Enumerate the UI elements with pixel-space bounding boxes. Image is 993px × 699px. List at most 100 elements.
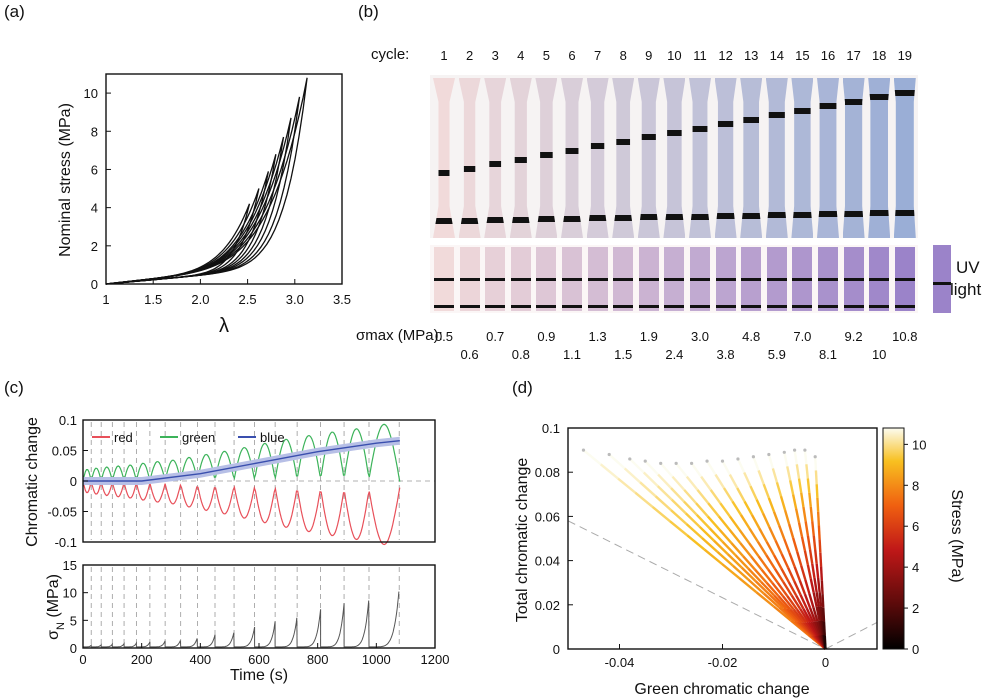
fan-ray-segment (748, 527, 759, 543)
fan-ray-segment (789, 608, 803, 624)
cycle-number: 8 (619, 48, 627, 63)
specimen-strip-uv (818, 247, 838, 311)
fan-ray-segment (779, 495, 787, 511)
cycle-number: 17 (846, 48, 861, 63)
sigma-value: 2.4 (665, 347, 684, 362)
fan-ray-segment (783, 452, 789, 467)
fan-ray-segment (816, 511, 821, 526)
fan-ray-segment (812, 606, 819, 622)
series-red-line (82, 480, 401, 546)
fan-ray-segment (690, 462, 703, 478)
panel-a-xtick-label: 2.5 (239, 292, 257, 307)
fan-ray-segment (783, 538, 791, 554)
cycle-number: 3 (491, 48, 499, 63)
specimen-strip-uv (510, 247, 531, 311)
panel-c-xlabel: Time (s) (230, 667, 288, 684)
fan-ray-segment (778, 606, 796, 623)
fan-ray-segment (728, 515, 741, 531)
fan-ray-segment (816, 620, 823, 636)
fan-ray-segment (786, 466, 792, 481)
fan-ray-segment (758, 527, 768, 543)
panel-d-ytick-label: 0.04 (535, 554, 560, 569)
fan-ray-segment (793, 449, 798, 465)
fan-ray-segment (757, 470, 765, 485)
fan-ray-segment (750, 514, 761, 529)
fan-endpoint (736, 457, 740, 461)
fan-ray-segment (608, 453, 626, 470)
fan-ray-segment (728, 528, 742, 544)
cycle-number: 1 (440, 48, 448, 63)
fan-ray-segment (695, 513, 711, 530)
fan-ray-segment (821, 594, 825, 608)
sigma-value: 5.9 (767, 347, 786, 362)
panel-a-chart: 1 1.5 2.0 2.5 3.0 3.5 0 2 4 6 8 10 λ Nominal stress… (57, 73, 351, 337)
fan-ray-segment (617, 477, 637, 494)
specimen-strip (842, 78, 865, 238)
panel-c-top-ytick-label: -0.1 (55, 535, 77, 550)
fan-ray-segment (772, 511, 781, 526)
fan-ray-segment (656, 485, 673, 501)
fan-ray-segment (738, 577, 758, 594)
fan-ray-segment (808, 607, 817, 622)
fan-ray-segment (806, 564, 812, 579)
fan-endpoint (690, 461, 694, 465)
fan-ray-segment (685, 475, 699, 491)
specimen-strip-uv (459, 247, 480, 311)
stress-series-line (83, 591, 400, 648)
panel-c-top-frame (82, 419, 436, 543)
fan-ray-segment (806, 478, 811, 493)
panel-c-bottom-ytick-label: 5 (70, 613, 77, 628)
specimen-strip-uv (638, 247, 659, 311)
panel-c-top-ytick-label: 0 (70, 474, 77, 489)
cycle-number: 6 (568, 48, 576, 63)
colorbar-label: Stress (MPa) (948, 489, 965, 582)
legend-label-green: green (182, 430, 215, 445)
light-label: light (950, 280, 982, 299)
panel-c-bottom-ylabel: σN (MPa) (45, 574, 67, 640)
fan-ray-segment (814, 549, 818, 564)
specimen-strip-uv (741, 247, 762, 311)
fan-ray-segment (794, 508, 801, 523)
panel-a-cycle-curve (105, 203, 251, 285)
fan-ray-segment (814, 456, 818, 471)
sigma-value: 3.0 (690, 329, 710, 344)
fan-ray-segment (670, 498, 687, 515)
fan-ray-segment (781, 595, 795, 610)
fan-ray-segment (803, 593, 812, 609)
specimen-strip-uv (843, 247, 864, 311)
cycle-number: 10 (667, 48, 682, 63)
panel-a-ytick-label: 0 (91, 277, 98, 292)
specimen-strip (535, 78, 558, 238)
fan-ray-segment (684, 512, 701, 528)
fan-ray-segment (757, 555, 770, 571)
fan-endpoint (674, 461, 678, 465)
panel-c-xtick-label: 400 (189, 652, 211, 667)
sigma-value: 1.5 (614, 347, 633, 362)
fan-ray-segment (736, 458, 746, 474)
fan-ray-segment (634, 491, 654, 508)
specimen-strip (433, 78, 455, 238)
fan-ray-segment (765, 554, 776, 570)
fan-ray-segment (728, 473, 739, 489)
cycle-number: 19 (897, 48, 913, 63)
fan-ray-segment (800, 536, 807, 551)
specimen-strip (586, 78, 609, 238)
fan-ray-segment (804, 579, 811, 594)
fan-endpoint (581, 448, 586, 452)
fan-ray-segment (654, 495, 672, 511)
fan-ray-segment (718, 528, 733, 544)
specimen-strip (509, 78, 532, 238)
specimen-strip (663, 78, 686, 238)
fan-ray-segment (734, 554, 750, 570)
fan-ray-segment (795, 594, 805, 610)
panel-d-chart: -0.04 -0.02 00.10.080.060.040.020 1086420 … (514, 421, 965, 698)
specimen-strip-uv (894, 247, 915, 311)
fan-endpoint (659, 461, 663, 465)
fan-ray-segment (696, 489, 710, 504)
fan-ray-segment (797, 522, 804, 537)
sigma-value: 0.7 (486, 329, 505, 344)
specimen-strip (458, 78, 481, 238)
panel-a-ytick-label: 8 (91, 124, 98, 139)
specimen-strip-uv (434, 247, 454, 311)
